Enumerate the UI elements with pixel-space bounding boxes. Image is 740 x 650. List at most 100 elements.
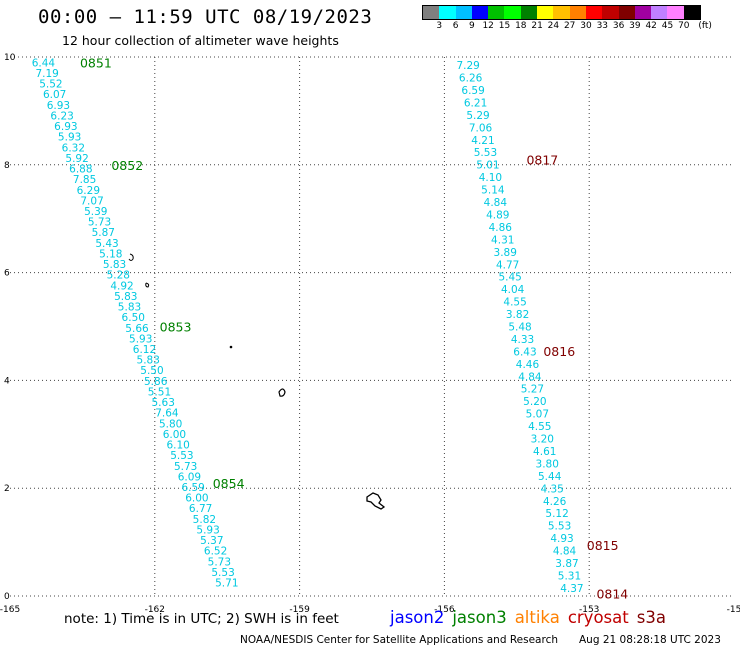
scale-swatch — [488, 6, 505, 19]
wave-height-value: 5.80 — [159, 418, 182, 430]
island-outline — [128, 253, 134, 261]
wave-height-value: 5.83 — [137, 355, 160, 367]
wave-height-value: 4.84 — [518, 371, 542, 383]
wave-height-value: 7.29 — [456, 60, 479, 72]
island-outlines — [128, 253, 386, 510]
pass-time-label: 0852 — [111, 158, 143, 173]
generated-timestamp: Aug 21 08:28:18 UTC 2023 — [579, 634, 721, 646]
wave-height-value: 7.19 — [35, 68, 58, 80]
scale-label: 3 — [436, 21, 443, 31]
wave-height-value: 6.88 — [69, 164, 92, 176]
wave-height-value: 5.53 — [548, 521, 571, 533]
x-tick-label: -162 — [145, 605, 165, 615]
wave-height-value: 6.07 — [43, 89, 66, 101]
y-tick-label: 6 — [4, 269, 10, 279]
wave-height-value: 5.73 — [208, 556, 231, 568]
wave-height-value: 4.92 — [110, 280, 133, 292]
pass-time-label: 0815 — [587, 538, 619, 553]
axis-tick-labels: -165 -162 -159 -156 -153 -15 0 2 4 6 8 10 — [0, 53, 740, 615]
scale-unit: (ft) — [698, 21, 712, 31]
wave-height-value: 5.31 — [558, 570, 581, 582]
scale-swatch — [569, 6, 586, 19]
wave-height-value: 5.82 — [193, 514, 216, 526]
wave-height-value: 4.84 — [484, 197, 508, 209]
wave-height-value: 4.86 — [489, 222, 513, 234]
wave-height-value: 5.20 — [523, 396, 546, 408]
wave-height-value: 5.66 — [125, 323, 149, 335]
wave-height-value: 5.50 — [140, 365, 163, 377]
scale-label: 27 — [563, 21, 576, 31]
wave-height-value: 5.73 — [174, 461, 197, 473]
scale-label: 30 — [580, 21, 592, 31]
satellite-legend-item: s3a — [636, 608, 666, 627]
wave-height-value: 6.09 — [178, 471, 201, 483]
wave-height-value: 4.89 — [486, 209, 509, 221]
wave-height-value: 6.29 — [77, 185, 100, 197]
scale-swatch — [504, 6, 521, 19]
wave-height-value: 7.07 — [80, 195, 103, 207]
scale-label: 18 — [515, 21, 527, 31]
scale-label: 6 — [452, 21, 459, 31]
wave-height-value: 4.84 — [553, 546, 577, 558]
wave-height-value: 6.77 — [189, 503, 212, 515]
wave-height-value: 4.61 — [533, 446, 556, 458]
wave-height-value: 6.21 — [464, 97, 487, 109]
wave-height-value: 6.43 — [513, 346, 536, 358]
wave-height-value: 5.14 — [481, 185, 505, 197]
pass-time-label: 0817 — [526, 152, 558, 167]
wave-height-value: 5.93 — [58, 132, 81, 144]
wave-height-value: 5.93 — [196, 524, 219, 536]
wave-height-value: 4.26 — [543, 496, 567, 508]
y-tick-label: 8 — [4, 161, 10, 171]
wave-height-value: 5.12 — [545, 508, 568, 520]
wave-height-value: 6.26 — [459, 73, 483, 85]
scale-label: 9 — [469, 21, 475, 31]
scale-swatch — [667, 6, 684, 19]
wave-height-value: 5.63 — [152, 397, 175, 409]
wave-height-value: 4.21 — [471, 135, 494, 147]
satellite-tracks: 6.447.195.526.076.936.236.935.936.325.92… — [32, 55, 629, 601]
wave-height-value: 3.80 — [536, 458, 559, 470]
scale-label: 21 — [531, 21, 543, 31]
wave-height-value: 5.39 — [84, 206, 107, 218]
pass-time-label: 0851 — [80, 55, 112, 70]
wave-height-value: 5.86 — [144, 376, 168, 388]
wave-height-value: 3.87 — [555, 558, 578, 570]
wave-height-value: 3.82 — [506, 309, 529, 321]
wave-height-value: 5.01 — [476, 160, 499, 172]
wave-height-value: 5.37 — [200, 535, 223, 547]
pass-time-label: 0853 — [160, 320, 192, 335]
scale-swatch — [553, 6, 570, 19]
wave-height-value: 6.52 — [204, 546, 227, 558]
wave-height-value: 6.93 — [47, 100, 70, 112]
scale-swatch — [423, 6, 440, 19]
wave-height-value: 5.28 — [107, 270, 130, 282]
wave-height-value: 5.18 — [99, 248, 122, 260]
scale-label: 45 — [661, 21, 674, 31]
wave-height-value: 6.12 — [133, 344, 156, 356]
wave-height-value: 4.04 — [501, 284, 525, 296]
wave-height-value: 4.31 — [491, 234, 514, 246]
wave-height-value: 5.53 — [170, 450, 193, 462]
scale-swatch — [585, 6, 603, 19]
wave-height-value: 5.83 — [103, 259, 126, 271]
scale-swatch — [439, 6, 456, 19]
scale-label: 33 — [596, 21, 609, 31]
wave-height-color-scale: 3 6 9 12 15 18 21 24 27 30 33 36 39 42 45 70 (ft) — [422, 5, 712, 32]
scale-swatch — [651, 6, 668, 19]
x-tick-label: -165 — [0, 605, 20, 615]
scale-label: 24 — [547, 21, 560, 31]
scale-swatch — [634, 6, 652, 19]
wave-height-value: 5.45 — [498, 272, 521, 284]
legend-note: note: 1) Time is in UTC; 2) SWH is in fe… — [64, 611, 339, 627]
wave-height-value: 5.48 — [508, 322, 531, 334]
wave-height-value: 5.71 — [215, 578, 238, 590]
wave-height-value: 4.77 — [496, 259, 519, 271]
wave-height-value: 5.27 — [521, 384, 544, 396]
wave-height-value: 4.55 — [503, 297, 526, 309]
scale-label: 70 — [678, 21, 690, 31]
pass-time-label: 0854 — [213, 476, 245, 491]
scale-label: 39 — [629, 21, 641, 31]
